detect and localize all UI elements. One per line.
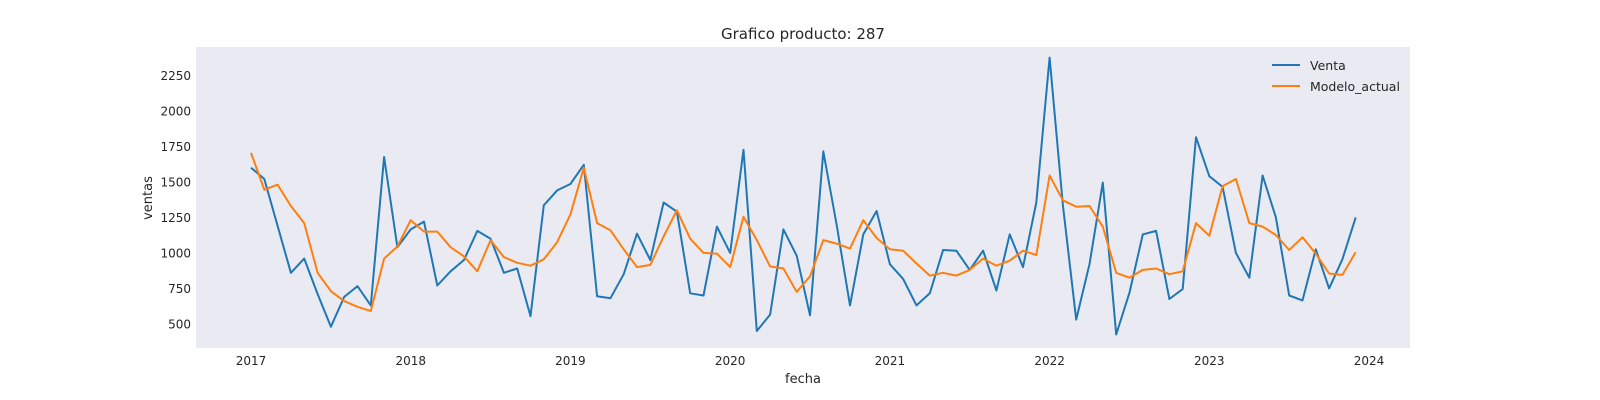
x-axis-ticks: 2017 2018 2019 2020 2021 2022 2023 2024 bbox=[236, 354, 1385, 368]
y-tick-label: 2250 bbox=[160, 69, 191, 83]
y-tick-label: 750 bbox=[168, 282, 191, 296]
legend-label-venta: Venta bbox=[1310, 58, 1346, 73]
x-tick-label: 2023 bbox=[1194, 354, 1225, 368]
legend-label-modelo-actual: Modelo_actual bbox=[1310, 79, 1400, 94]
series-line-modelo-actual bbox=[250, 152, 1357, 313]
x-tick-label: 2024 bbox=[1354, 354, 1385, 368]
y-tick-label: 1000 bbox=[160, 246, 191, 260]
x-axis-label: fecha bbox=[785, 372, 821, 387]
x-tick-label: 2019 bbox=[555, 354, 586, 368]
y-tick-label: 500 bbox=[168, 317, 191, 331]
y-tick-label: 1750 bbox=[160, 140, 191, 154]
x-tick-label: 2021 bbox=[875, 354, 906, 368]
x-tick-label: 2020 bbox=[715, 354, 746, 368]
plot-area bbox=[196, 47, 1410, 348]
x-tick-label: 2022 bbox=[1034, 354, 1065, 368]
legend: Venta Modelo_actual bbox=[1272, 58, 1400, 94]
series-lines bbox=[250, 56, 1357, 336]
x-tick-label: 2017 bbox=[236, 354, 267, 368]
y-axis-ticks: 500 750 1000 1250 1500 1750 2000 2250 bbox=[160, 69, 191, 331]
y-tick-label: 1500 bbox=[160, 175, 191, 189]
y-tick-label: 1250 bbox=[160, 211, 191, 225]
y-tick-label: 2000 bbox=[160, 104, 191, 118]
x-tick-label: 2018 bbox=[395, 354, 426, 368]
chart-title: Grafico producto: 287 bbox=[721, 25, 885, 43]
y-axis-label: ventas bbox=[141, 176, 156, 220]
